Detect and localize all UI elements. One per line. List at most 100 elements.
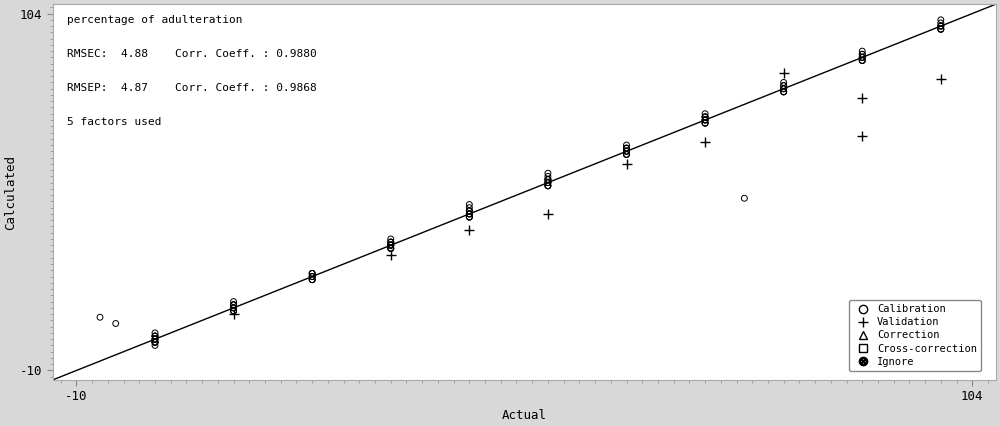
Point — [697, 117, 713, 124]
Point — [226, 301, 242, 308]
Point — [776, 82, 792, 89]
Text: percentage of adulteration: percentage of adulteration — [67, 15, 243, 26]
Point — [854, 54, 870, 61]
Point — [147, 339, 163, 346]
Text: 5 factors used: 5 factors used — [67, 117, 162, 127]
Point — [304, 273, 320, 280]
Point — [383, 251, 399, 258]
Point — [304, 276, 320, 283]
Point — [304, 270, 320, 277]
Point — [540, 179, 556, 186]
Point — [461, 226, 477, 233]
Point — [776, 85, 792, 92]
Point — [697, 120, 713, 127]
Point — [147, 342, 163, 349]
Point — [697, 110, 713, 117]
X-axis label: Actual: Actual — [502, 409, 547, 422]
Point — [226, 308, 242, 314]
Point — [461, 207, 477, 214]
Point — [383, 239, 399, 245]
Point — [933, 26, 949, 33]
Point — [540, 176, 556, 183]
Point — [383, 236, 399, 242]
Point — [619, 145, 635, 152]
Point — [147, 329, 163, 336]
Point — [854, 51, 870, 58]
Point — [854, 95, 870, 101]
Point — [304, 276, 320, 283]
Point — [697, 120, 713, 127]
Point — [619, 161, 635, 167]
Point — [226, 305, 242, 311]
Point — [383, 245, 399, 252]
Point — [92, 314, 108, 321]
Point — [540, 179, 556, 186]
Point — [147, 339, 163, 346]
Point — [304, 276, 320, 283]
Point — [147, 339, 163, 346]
Point — [540, 182, 556, 189]
Point — [854, 57, 870, 64]
Point — [854, 57, 870, 64]
Legend: Calibration, Validation, Correction, Cross-correction, Ignore: Calibration, Validation, Correction, Cro… — [849, 300, 981, 371]
Point — [776, 79, 792, 86]
Point — [933, 17, 949, 23]
Point — [147, 336, 163, 343]
Point — [619, 151, 635, 158]
Point — [383, 239, 399, 245]
Point — [461, 214, 477, 221]
Point — [461, 207, 477, 214]
Point — [147, 336, 163, 343]
Point — [226, 308, 242, 314]
Point — [854, 51, 870, 58]
Point — [933, 23, 949, 29]
Point — [619, 148, 635, 155]
Point — [776, 82, 792, 89]
Point — [540, 182, 556, 189]
Point — [697, 113, 713, 120]
Point — [304, 273, 320, 280]
Point — [540, 179, 556, 186]
Point — [697, 117, 713, 124]
Point — [540, 170, 556, 177]
Point — [147, 336, 163, 343]
Point — [776, 89, 792, 95]
Point — [776, 89, 792, 95]
Point — [619, 148, 635, 155]
Text: RMSEP:  4.87    Corr. Coeff. : 0.9868: RMSEP: 4.87 Corr. Coeff. : 0.9868 — [67, 83, 317, 93]
Point — [461, 214, 477, 221]
Point — [933, 20, 949, 26]
Point — [776, 85, 792, 92]
Point — [147, 339, 163, 346]
Point — [226, 308, 242, 314]
Point — [540, 176, 556, 183]
Point — [540, 173, 556, 180]
Point — [854, 54, 870, 61]
Point — [619, 145, 635, 152]
Point — [461, 210, 477, 217]
Point — [383, 242, 399, 249]
Point — [736, 195, 752, 201]
Point — [383, 239, 399, 245]
Point — [226, 298, 242, 305]
Point — [540, 210, 556, 217]
Point — [933, 26, 949, 33]
Point — [304, 273, 320, 280]
Point — [854, 54, 870, 61]
Point — [854, 48, 870, 55]
Text: RMSEC:  4.88    Corr. Coeff. : 0.9880: RMSEC: 4.88 Corr. Coeff. : 0.9880 — [67, 49, 317, 59]
Point — [304, 270, 320, 277]
Point — [619, 151, 635, 158]
Point — [933, 76, 949, 83]
Point — [383, 245, 399, 252]
Point — [226, 311, 242, 317]
Point — [461, 201, 477, 208]
Point — [619, 145, 635, 152]
Point — [776, 89, 792, 95]
Point — [383, 245, 399, 252]
Point — [147, 333, 163, 340]
Point — [383, 245, 399, 252]
Point — [854, 57, 870, 64]
Point — [697, 113, 713, 120]
Point — [933, 26, 949, 33]
